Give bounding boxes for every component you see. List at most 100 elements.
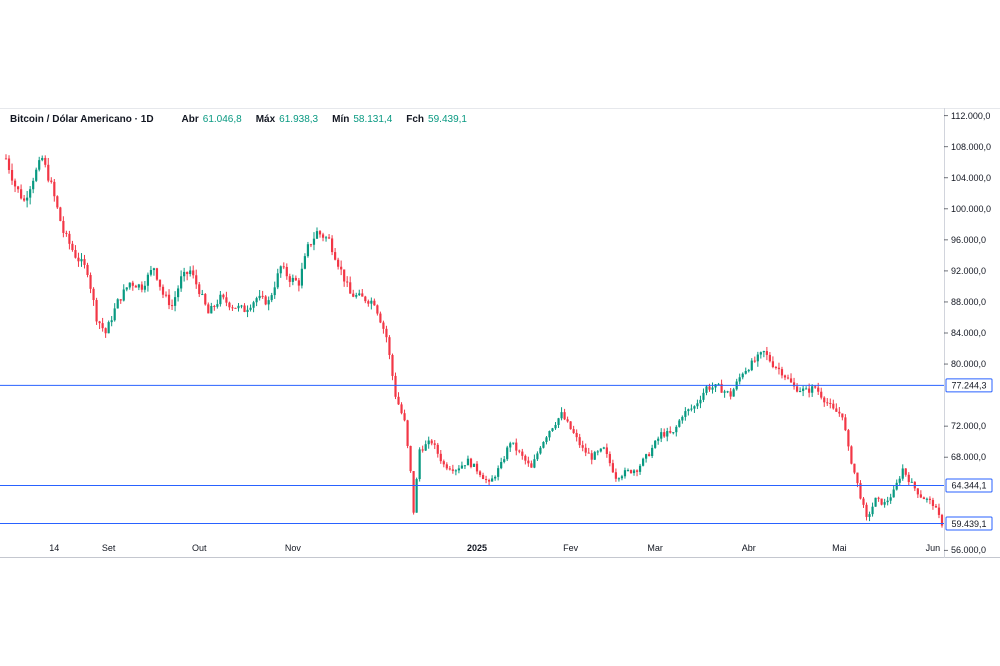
candle-body	[195, 275, 198, 285]
candle-body	[937, 507, 941, 515]
candle-body	[723, 391, 726, 393]
candle-body	[189, 270, 192, 275]
candle-body	[116, 299, 119, 309]
candle-body	[638, 465, 642, 472]
candle-body	[65, 232, 68, 234]
price-tick-label: 92.000,0	[951, 266, 986, 276]
candle-body	[910, 481, 913, 483]
candle-body	[430, 440, 433, 444]
candle-body	[77, 257, 80, 262]
level-price-tag	[945, 478, 993, 493]
candle-body	[74, 250, 77, 258]
candle-body	[566, 419, 569, 422]
candle-body	[545, 437, 548, 443]
candle-body	[309, 244, 313, 246]
candle-body	[795, 386, 799, 392]
candle-body	[318, 231, 322, 235]
candle-body	[391, 354, 394, 376]
candle-body	[201, 294, 204, 296]
candle-body	[394, 375, 397, 397]
candle-body	[865, 504, 868, 517]
candle-body	[578, 437, 581, 446]
candle-body	[720, 383, 723, 393]
candle-body	[596, 451, 599, 453]
candle-body	[327, 237, 331, 239]
candle-body	[466, 458, 470, 466]
candle-body	[427, 440, 430, 445]
high-label: Máx	[255, 114, 276, 125]
candle-body	[632, 470, 636, 474]
low-label: Mín	[332, 114, 350, 125]
candle-body	[418, 449, 421, 480]
candle-body	[584, 447, 587, 453]
candle-body	[180, 276, 183, 289]
candle-body	[32, 180, 35, 190]
candle-body	[756, 354, 759, 362]
candle-body	[503, 459, 506, 462]
candle-body	[4, 158, 8, 160]
candle-body	[928, 498, 932, 500]
candle-body	[315, 231, 319, 239]
candle-body	[448, 468, 451, 470]
candle-body	[780, 369, 784, 376]
candle-body	[666, 431, 669, 437]
candle-body	[38, 160, 41, 170]
candle-body	[86, 264, 89, 276]
candle-body	[457, 468, 461, 471]
candle-body	[80, 259, 83, 262]
candle-body	[276, 273, 279, 288]
candle-body	[279, 266, 282, 274]
candle-body	[352, 293, 355, 297]
candle-body	[645, 454, 648, 459]
candle-body	[605, 447, 608, 454]
candle-body	[225, 297, 228, 303]
candle-body	[672, 432, 675, 434]
candle-body	[7, 158, 11, 170]
candle-body	[131, 282, 134, 286]
candle-body	[400, 404, 403, 414]
candle-body	[557, 418, 560, 425]
candle-body	[696, 403, 699, 407]
candle-body	[92, 288, 95, 301]
price-tick-label: 88.000,0	[951, 297, 986, 307]
candle-body	[729, 391, 732, 397]
candle-body	[880, 498, 883, 505]
candle-body	[904, 468, 907, 475]
candle-body	[792, 382, 796, 387]
symbol-legend: Bitcoin / Dólar Americano · 1D Abr 61.04…	[10, 114, 467, 125]
candle-body	[264, 296, 267, 305]
candle-body	[762, 351, 765, 353]
candle-body	[35, 169, 38, 181]
candle-body	[140, 284, 143, 290]
candle-body	[497, 468, 500, 477]
candle-body	[660, 432, 663, 439]
candle-body	[183, 271, 186, 277]
candle-body	[500, 461, 503, 469]
candle-body	[146, 274, 150, 286]
candle-body	[771, 361, 775, 368]
candle-body	[484, 479, 488, 481]
candle-body	[204, 294, 207, 305]
candle-body	[856, 472, 859, 484]
time-tick-label: Abr	[742, 543, 756, 553]
candle-body	[231, 307, 234, 309]
candle-body	[934, 505, 938, 508]
candle-body	[922, 497, 925, 500]
candle-body	[554, 424, 557, 429]
candle-body	[768, 354, 771, 362]
time-tick-label: Mai	[832, 543, 847, 553]
candle-body	[23, 198, 26, 201]
candle-body	[173, 297, 177, 306]
time-tick-label: Set	[102, 543, 116, 553]
candle-body	[403, 413, 406, 421]
candle-body	[442, 461, 445, 465]
candle-body	[823, 397, 826, 403]
candle-body	[738, 377, 741, 382]
candle-body	[817, 387, 820, 392]
candle-body	[439, 453, 442, 462]
candle-body	[732, 389, 735, 397]
candle-body	[741, 373, 744, 378]
candle-body	[548, 431, 551, 438]
candle-body	[421, 449, 424, 451]
